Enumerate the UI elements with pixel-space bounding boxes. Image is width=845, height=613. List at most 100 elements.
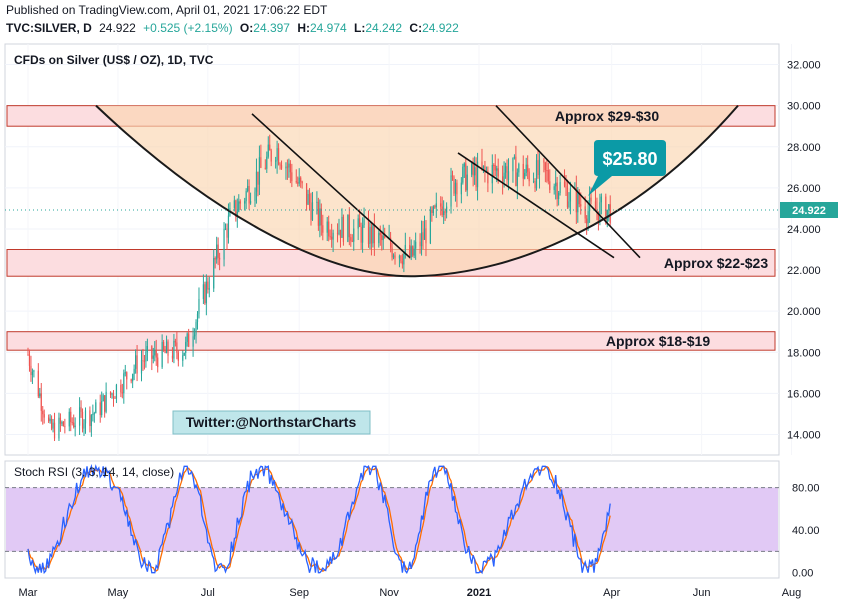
x-tick-label: Nov	[379, 587, 399, 599]
candle-body	[64, 426, 66, 428]
candle-body	[146, 346, 148, 352]
candle-body	[522, 163, 524, 179]
candle-body	[301, 181, 303, 184]
candle-body	[39, 393, 41, 397]
candle-body	[154, 350, 156, 356]
candle-body	[233, 200, 235, 209]
candle-body	[608, 204, 610, 210]
candle-body	[247, 186, 249, 192]
candle-body	[441, 206, 443, 216]
candle-body	[177, 352, 179, 361]
candle-body	[339, 229, 342, 238]
candle-body	[62, 421, 64, 427]
y-tick-label: 20.000	[787, 306, 821, 318]
candle-body	[590, 197, 592, 202]
candle-body	[249, 201, 252, 204]
candle-body	[516, 172, 518, 187]
candle-body	[597, 211, 600, 223]
candle-body	[389, 237, 392, 248]
candle-body	[235, 200, 237, 217]
candle-body	[198, 298, 200, 314]
candle-body	[289, 163, 291, 173]
candle-body	[183, 352, 185, 356]
candle-body	[308, 194, 311, 204]
candle-body	[420, 232, 423, 247]
candle-body	[322, 225, 324, 233]
candle-body	[270, 150, 272, 162]
candle-body	[320, 208, 322, 226]
candle-body	[238, 201, 240, 212]
candle-body	[61, 421, 63, 424]
candle-body	[373, 224, 375, 244]
candle-body	[565, 186, 567, 188]
candle-body	[353, 228, 355, 242]
candle-body	[135, 355, 137, 369]
candle-body	[394, 255, 396, 259]
bowl-fill	[96, 105, 738, 277]
candle-body	[188, 333, 190, 347]
candle-body	[151, 346, 153, 359]
candle-body	[332, 232, 334, 240]
x-tick-label: Jul	[201, 587, 215, 599]
close-label: C:	[409, 21, 423, 35]
close-value: 24.922	[422, 21, 459, 35]
candle-body	[494, 165, 496, 171]
candle-body	[400, 255, 402, 262]
x-tick-label: Sep	[289, 587, 309, 599]
candle-body	[491, 165, 493, 184]
candle-body	[465, 163, 467, 191]
candle-body	[471, 163, 473, 175]
candle-body	[316, 201, 318, 203]
candle-body	[528, 171, 530, 182]
candle-body	[513, 156, 516, 158]
candle-body	[586, 218, 588, 224]
candle-body	[74, 425, 76, 428]
candle-body	[506, 166, 508, 181]
candle-body	[328, 221, 330, 237]
candle-body	[95, 402, 97, 414]
candle-body	[476, 161, 479, 188]
x-tick-label: Aug	[782, 587, 802, 599]
candle-body	[549, 181, 551, 191]
candle-body	[413, 248, 415, 256]
candle-body	[109, 391, 112, 395]
candle-body	[379, 232, 381, 236]
y-tick-label: 18.000	[787, 347, 821, 359]
candle-body	[336, 232, 339, 235]
candle-body	[163, 341, 165, 350]
candle-body	[71, 422, 73, 424]
candle-body	[52, 422, 54, 429]
candle-body	[92, 414, 94, 416]
candle-body	[482, 165, 485, 169]
candle-body	[276, 148, 278, 161]
candle-body	[89, 410, 91, 427]
candle-body	[59, 417, 62, 424]
candle-body	[267, 144, 269, 157]
candle-body	[202, 284, 205, 299]
x-tick-label: Mar	[19, 587, 38, 599]
candle-body	[456, 182, 458, 195]
candle-body	[463, 163, 465, 167]
candle-body	[403, 253, 405, 265]
candle-body	[171, 355, 174, 359]
candle-body	[331, 236, 333, 240]
candle-body	[369, 226, 371, 244]
candle-body	[360, 226, 362, 243]
candle-body	[285, 166, 287, 169]
candle-body	[219, 257, 221, 260]
candle-body	[568, 201, 570, 208]
candle-body	[101, 401, 103, 416]
zone-label: Approx $18-$19	[606, 333, 710, 349]
candle-body	[351, 240, 353, 242]
candle-body	[434, 206, 436, 208]
candle-body	[254, 191, 256, 202]
high-value: 24.974	[309, 21, 347, 35]
candle-body	[49, 418, 51, 422]
candle-body	[496, 168, 498, 171]
candle-body	[277, 148, 280, 165]
candle-body	[31, 371, 34, 376]
candle-body	[451, 175, 454, 177]
candle-body	[450, 175, 452, 207]
candle-body	[104, 395, 106, 412]
